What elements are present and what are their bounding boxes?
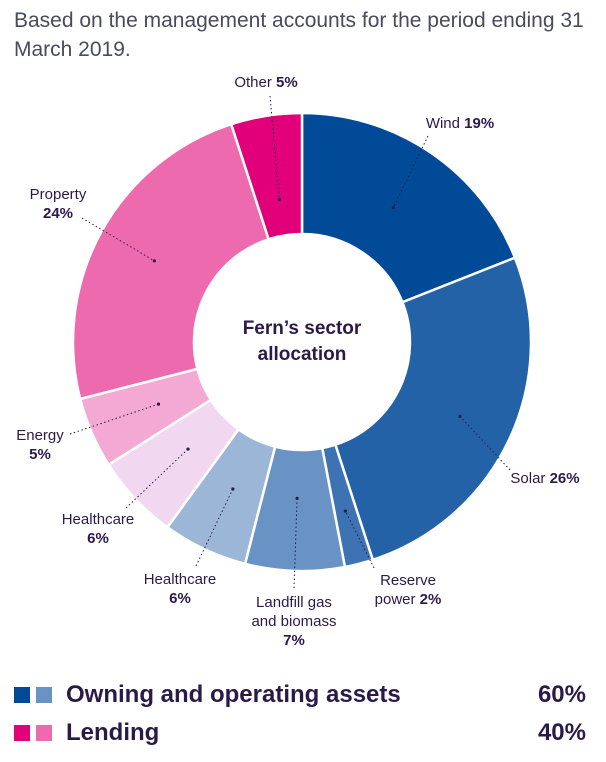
slice-label-1: Solar 26% xyxy=(510,470,579,487)
legend-swatch-light xyxy=(36,687,52,703)
slice-label-5: Healthcare 6% xyxy=(62,511,135,547)
legend-label: Owning and operating assets xyxy=(66,681,401,708)
leader-line-0 xyxy=(392,135,429,208)
center-title-line-0: Fern’s sector xyxy=(243,318,362,339)
slice-label-4: Healthcare 6% xyxy=(144,571,217,607)
legend-value: 60% xyxy=(537,681,586,708)
leader-dot-6 xyxy=(156,402,161,406)
legend-swatch-light xyxy=(36,725,52,741)
slice-label-2: Reserve power 2% xyxy=(375,572,442,608)
leader-dot-0 xyxy=(391,206,395,210)
legend-swatch-dark xyxy=(14,687,30,703)
leader-line-3 xyxy=(293,498,298,589)
legend-value: 40% xyxy=(537,719,586,746)
slice-label-8: Other 5% xyxy=(234,74,297,91)
leader-dot-1 xyxy=(458,414,462,418)
slice-solar-1 xyxy=(333,256,533,562)
leader-line-2 xyxy=(344,510,375,569)
slice-other-8 xyxy=(229,111,304,241)
legend-item-owning-assets: Owning and operating assets 60% xyxy=(14,678,586,712)
leader-line-1 xyxy=(459,415,511,471)
leader-dot-7 xyxy=(152,259,156,263)
slice-label-3: Landfill gas and biomass 7% xyxy=(251,594,336,649)
slice-label-6: Energy 5% xyxy=(16,427,64,463)
slice-label-0: Wind 19% xyxy=(426,115,494,132)
legend-label: Lending xyxy=(66,719,160,746)
legend-swatch-dark xyxy=(14,725,30,741)
center-title-line-1: allocation xyxy=(258,344,347,365)
donut-chart: Wind 19% Solar 26% Reserve power 2% Landfill… xyxy=(16,74,579,649)
leader-dot-5 xyxy=(186,447,190,451)
chart-subtitle: Based on the management accounts for the… xyxy=(14,9,584,61)
slice-label-7: Property 24% xyxy=(30,186,87,222)
slice-wind-0 xyxy=(300,111,517,304)
leader-line-8 xyxy=(269,95,280,200)
leader-dot-8 xyxy=(277,197,282,202)
leader-dot-3 xyxy=(295,496,299,500)
legend-item-lending: Lending 40% xyxy=(14,716,586,750)
leader-dot-4 xyxy=(231,487,235,491)
leader-dot-2 xyxy=(343,509,348,513)
slice-property-7 xyxy=(71,122,271,401)
